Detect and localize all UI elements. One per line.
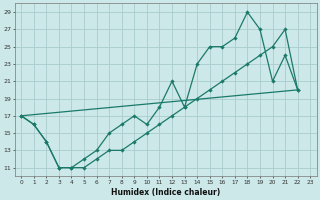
X-axis label: Humidex (Indice chaleur): Humidex (Indice chaleur) (111, 188, 220, 197)
